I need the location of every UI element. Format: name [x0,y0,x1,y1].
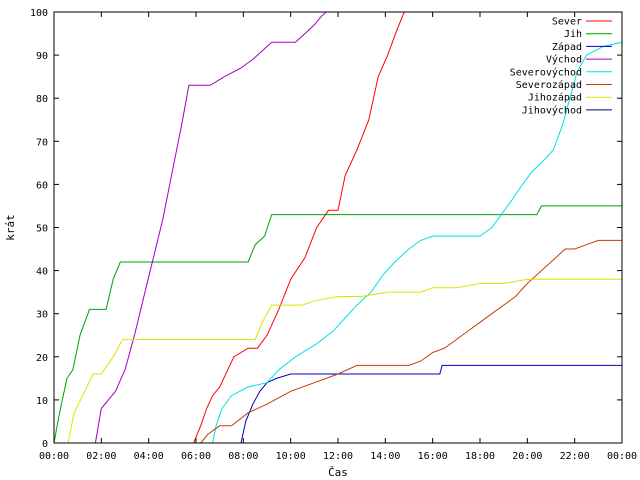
series-line-2 [240,364,622,444]
x-tick-label: 02:00 [86,451,116,462]
y-tick-label: 0 [42,439,48,450]
legend-label: Sever [552,17,582,28]
y-tick-label: 90 [36,51,48,62]
legend-label: Západ [552,41,582,53]
x-tick-label: 08:00 [228,451,258,462]
legend-label: Severozápad [516,79,582,91]
x-tick-label: 18:00 [465,451,495,462]
y-tick-label: 60 [36,180,48,191]
y-axis-label: krát [4,214,17,241]
plot-frame [53,11,623,444]
y-axis-ticks: 0 10 20 30 40 50 60 70 80 90 100 [30,8,622,450]
x-axis-label: Čas [328,466,348,479]
series-line-6 [67,278,622,444]
x-tick-label: 00:00 [39,451,69,462]
x-tick-label: 22:00 [560,451,590,462]
x-tick-label: 06:00 [181,451,211,462]
y-tick-label: 40 [36,267,48,278]
x-tick-label: 00:00 [607,451,637,462]
y-tick-label: 50 [36,224,48,235]
y-tick-label: 70 [36,137,48,148]
series-layer [53,11,623,444]
legend-label: Severovýchod [510,66,582,78]
series-line-0 [193,11,405,444]
x-tick-label: 12:00 [323,451,353,462]
y-tick-label: 100 [30,8,48,19]
legend-label: Jih [564,29,582,40]
y-tick-label: 20 [36,353,48,364]
x-tick-label: 10:00 [276,451,306,462]
legend-label: Východ [546,54,582,66]
series-line-3 [94,11,327,444]
y-tick-label: 10 [36,396,48,407]
legend-label: Jihovýchod [522,104,582,116]
legend-label: Jihozápad [528,92,582,104]
legend: SeverJihZápadVýchodSeverovýchodSeverozáp… [510,17,612,116]
x-tick-label: 20:00 [512,451,542,462]
y-tick-label: 80 [36,94,48,105]
y-tick-label: 30 [36,310,48,321]
x-axis-ticks: 00:00 02:00 04:00 06:00 08:00 10:00 12:00 14:00… [39,12,637,462]
series-line-5 [200,239,622,444]
x-tick-label: 16:00 [418,451,448,462]
x-tick-label: 14:00 [370,451,400,462]
x-tick-label: 04:00 [134,451,164,462]
series-line-1 [53,205,622,444]
series-line-4 [212,41,623,444]
